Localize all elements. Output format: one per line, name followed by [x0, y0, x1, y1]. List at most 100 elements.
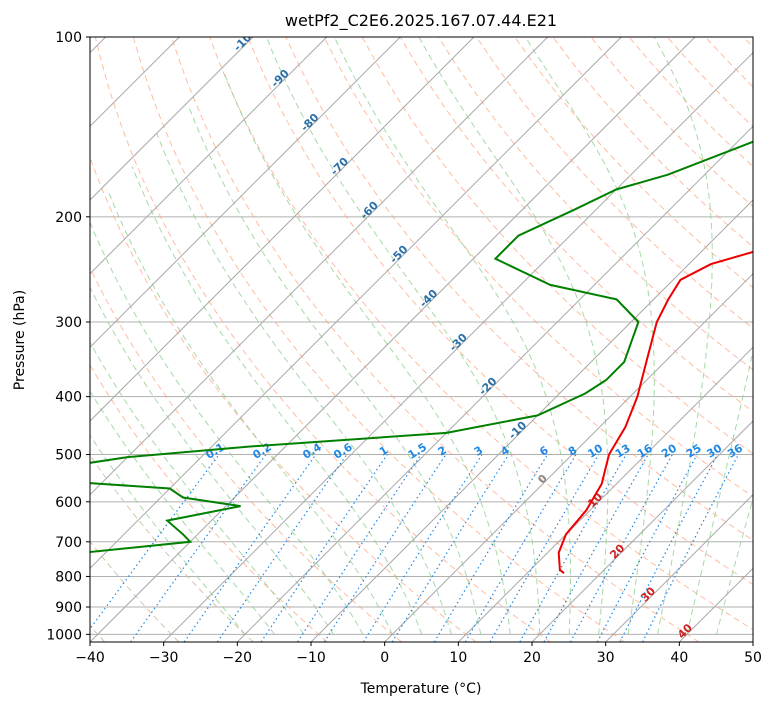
isotherm-label: -20	[476, 375, 499, 398]
chart-title: wetPf2_C2E6.2025.167.07.44.E21	[285, 11, 557, 31]
y-tick-label: 600	[55, 495, 82, 511]
dry-adiabat-line	[285, 37, 753, 541]
dry-adiabat-line	[323, 37, 753, 498]
isotherm-label: -10	[506, 419, 529, 442]
mixing-ratio-label: 3	[472, 444, 485, 459]
y-tick-label: 900	[55, 600, 82, 616]
y-tick-label: 1000	[46, 627, 82, 643]
moist-adiabat-line	[131, 166, 423, 635]
mixing-ratio-line	[596, 454, 698, 642]
mixing-ratio-lines	[90, 454, 739, 642]
dry-adiabat-line	[399, 37, 753, 413]
isotherm-label: 40	[675, 621, 695, 641]
mixing-ratio-line	[519, 454, 627, 642]
isotherm-line	[605, 493, 753, 642]
dry-adiabat-line	[90, 454, 254, 642]
isotherm-line	[752, 641, 753, 642]
dry-adiabat-line	[514, 37, 753, 289]
isotherm-label: 20	[607, 541, 627, 561]
mixing-ratio-line	[391, 454, 510, 642]
moist-adiabat-line	[266, 37, 541, 635]
y-tick-label: 500	[55, 448, 82, 464]
plot-frame	[89, 36, 754, 643]
moist-adiabat-line	[90, 341, 305, 635]
dry-adiabat-line	[247, 37, 753, 586]
moist-adiabat-line	[524, 37, 655, 635]
dry-adiabat-line	[132, 37, 625, 642]
y-axis-ticks: 100 200 300 400 500 600 700 800 900 1000	[46, 30, 90, 643]
x-tick-label: 20	[523, 650, 541, 666]
dry-adiabat-line	[361, 37, 753, 455]
y-tick-label: 700	[55, 535, 82, 551]
dry-adiabat-line	[437, 37, 753, 371]
isotherm-label: -60	[358, 199, 381, 222]
isotherm-line	[90, 37, 401, 349]
moist-adiabats	[90, 37, 753, 635]
mixing-ratio-label: 25	[684, 442, 704, 461]
mixing-ratio-line	[260, 454, 388, 642]
moist-adiabat-line	[187, 104, 482, 635]
isotherms	[90, 37, 753, 642]
isotherm-line	[90, 37, 475, 422]
mixing-ratio-label: 8	[566, 444, 579, 459]
mixing-ratio-label: 0.2	[250, 440, 273, 461]
dry-adiabat-line	[476, 37, 753, 329]
mixing-ratio-line	[323, 454, 447, 642]
mixing-ratio-label: 20	[659, 441, 679, 460]
dry-adiabat-line	[704, 37, 753, 88]
mixing-ratio-line	[619, 454, 719, 642]
y-tick-label: 400	[55, 390, 82, 406]
isotherm-line	[531, 420, 753, 642]
mixing-ratio-label: 6	[537, 443, 551, 458]
moist-adiabat-line	[716, 496, 753, 635]
mixing-ratio-line	[362, 454, 483, 642]
isotherm-line	[90, 37, 254, 201]
x-tick-label: 0	[380, 650, 389, 666]
mixing-ratio-label: 30	[704, 441, 724, 460]
isotherm-line	[236, 125, 753, 642]
mixing-ratio-line	[90, 454, 220, 630]
y-tick-label: 100	[55, 30, 82, 46]
isotherm-line	[310, 199, 753, 642]
y-axis-label: Pressure (hPa)	[12, 290, 28, 390]
mixing-ratio-line	[130, 454, 267, 642]
mixing-ratio-line	[642, 454, 739, 642]
y-tick-label: 800	[55, 569, 82, 585]
moist-adiabat-line	[90, 220, 364, 635]
isotherm-line	[90, 37, 622, 570]
x-tick-label: 30	[597, 650, 615, 666]
isotherm-label: 30	[638, 584, 658, 604]
isotherm-label: -30	[447, 331, 470, 354]
y-tick-label: 300	[55, 315, 82, 331]
isotherm-label: -50	[387, 243, 410, 266]
isotherm-line	[90, 37, 328, 275]
y-tick-label: 200	[55, 210, 82, 226]
mixing-ratio-label: 2	[436, 444, 449, 459]
moist-adiabat-line	[686, 348, 753, 635]
isotherm-line	[90, 37, 549, 496]
moist-adiabat-line	[223, 73, 511, 635]
isotherm-label: -40	[417, 287, 440, 310]
isotherm-line	[457, 346, 753, 642]
dry-adiabat-line	[90, 266, 403, 642]
mixing-ratio-label: 4	[498, 443, 512, 458]
mixing-ratio-line	[489, 454, 600, 642]
dry-adiabat-line	[209, 37, 753, 631]
mixing-ratio-line	[433, 454, 549, 642]
isotherm-line	[90, 37, 696, 642]
x-tick-label: 50	[744, 650, 762, 666]
temperature-profile	[557, 250, 753, 574]
x-axis-ticks: −40 −30 −20 −10 0 10 20 30 40 50	[75, 642, 762, 666]
plot-area: -100-90-80-70-60-50-40-30-20-10010203040…	[90, 37, 753, 642]
isotherm-line	[384, 272, 753, 642]
x-axis-label: Temperature (°C)	[360, 681, 482, 697]
dry-adiabats	[90, 37, 753, 642]
moist-adiabat-line	[653, 37, 713, 635]
mixing-ratio-label: 10	[585, 441, 605, 460]
moist-adiabat-line	[418, 37, 609, 635]
dry-adiabat-line	[90, 364, 328, 642]
x-tick-label: −30	[149, 650, 179, 666]
dry-adiabat-line	[666, 37, 753, 128]
x-tick-label: −40	[75, 650, 105, 666]
